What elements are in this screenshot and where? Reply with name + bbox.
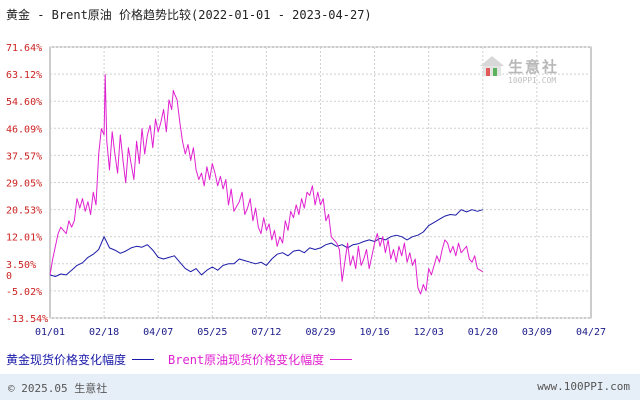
house-logo-icon xyxy=(480,56,504,76)
chart-title: 黄金 - Brent原油 价格趋势比较(2022-01-01 - 2023-04… xyxy=(6,8,372,22)
legend-item-brent: Brent原油现货价格变化幅度 xyxy=(168,351,353,368)
x-tick-label: 04/27 xyxy=(576,327,606,338)
legend-label-brent: Brent原油现货价格变化幅度 xyxy=(168,352,325,367)
footer: © 2025.05 生意社 www.100PPI.com xyxy=(0,374,640,400)
x-tick-label: 01/01 xyxy=(35,327,65,338)
series-line-brent xyxy=(49,74,484,295)
y-tick-label: 29.05% xyxy=(6,179,42,190)
watermark-name: 生意社 xyxy=(508,58,560,76)
x-tick-label: 04/07 xyxy=(143,327,173,338)
y-tick-label: 3.50% xyxy=(6,260,36,271)
legend: 黄金现货价格变化幅度 Brent原油现货价格变化幅度 xyxy=(6,350,366,368)
watermark-url: 100PPI.COM xyxy=(508,76,557,85)
y-tick-label: 12.01% xyxy=(6,233,42,244)
y-tick-label: -5.02% xyxy=(6,287,42,298)
y-tick-label: 20.53% xyxy=(6,206,42,217)
y-tick-label: 54.60% xyxy=(6,97,42,108)
watermark-logo: 生意社 100PPI.COM xyxy=(478,54,578,94)
y-tick-label: 37.57% xyxy=(6,151,42,162)
y-tick-label: 63.12% xyxy=(6,70,42,81)
x-tick-label: 10/16 xyxy=(360,327,390,338)
y-tick-label: -13.54% xyxy=(6,314,48,325)
legend-swatch-gold xyxy=(132,358,155,360)
legend-label-gold: 黄金现货价格变化幅度 xyxy=(6,352,127,367)
y-tick-label: 71.64% xyxy=(6,43,42,54)
x-tick-label: 02/18 xyxy=(89,327,119,338)
y-tick-label: 0 xyxy=(6,271,12,282)
footer-site-link[interactable]: www.100PPI.com xyxy=(537,380,630,393)
legend-swatch-brent xyxy=(330,358,353,360)
x-tick-label: 12/03 xyxy=(414,327,444,338)
x-tick-label: 01/20 xyxy=(468,327,498,338)
legend-item-gold: 黄金现货价格变化幅度 xyxy=(6,351,155,368)
x-tick-label: 08/29 xyxy=(305,327,335,338)
y-tick-label: 46.09% xyxy=(6,124,42,135)
series-line-gold xyxy=(49,209,483,277)
x-tick-label: 05/25 xyxy=(197,327,227,338)
footer-copyright: © 2025.05 生意社 xyxy=(8,382,108,395)
x-tick-label: 03/09 xyxy=(522,327,552,338)
x-tick-label: 07/12 xyxy=(251,327,281,338)
